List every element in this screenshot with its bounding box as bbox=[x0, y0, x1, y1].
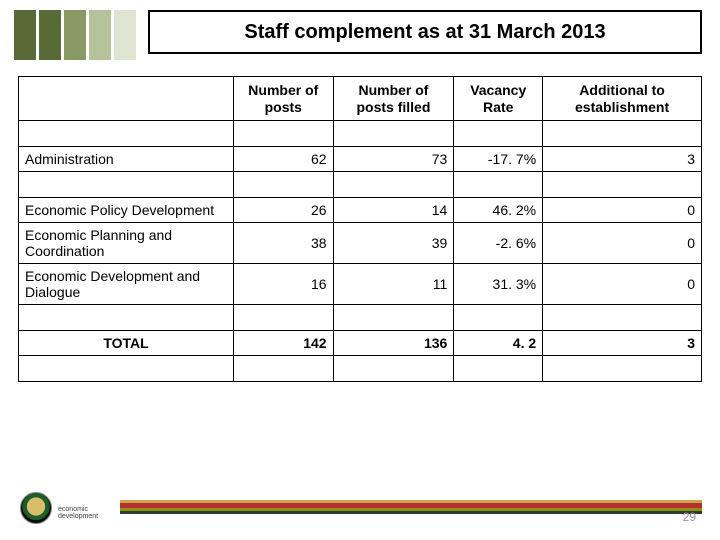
spacer-row bbox=[19, 356, 702, 382]
header-stripe bbox=[114, 10, 136, 60]
table-body: Administration 62 73 -17. 7% 3 Economic … bbox=[19, 121, 702, 382]
header-stripe bbox=[64, 10, 86, 60]
dept-line2: development bbox=[58, 513, 98, 520]
footer-color-band bbox=[120, 500, 702, 514]
footer: economic development 29 bbox=[0, 486, 720, 522]
cell-posts: 16 bbox=[234, 264, 334, 305]
header-stripe bbox=[39, 10, 61, 60]
cell-posts: 38 bbox=[234, 223, 334, 264]
total-label: TOTAL bbox=[19, 331, 234, 356]
header-stripe bbox=[89, 10, 111, 60]
title-bar: Staff complement as at 31 March 2013 bbox=[148, 10, 702, 54]
header-stripe bbox=[14, 10, 36, 60]
cell-filled: 14 bbox=[333, 198, 454, 223]
cell-additional: 0 bbox=[543, 264, 702, 305]
cell-additional: 0 bbox=[543, 223, 702, 264]
col-posts: Number of posts bbox=[234, 77, 334, 121]
table-row: Economic Development and Dialogue 16 11 … bbox=[19, 264, 702, 305]
col-filled: Number of posts filled bbox=[333, 77, 454, 121]
cell-additional: 3 bbox=[543, 147, 702, 172]
table-row: Administration 62 73 -17. 7% 3 bbox=[19, 147, 702, 172]
table-row: Economic Planning and Coordination 38 39… bbox=[19, 223, 702, 264]
cell-posts: 26 bbox=[234, 198, 334, 223]
cell-rate: 46. 2% bbox=[454, 198, 543, 223]
col-additional: Additional to establishment bbox=[543, 77, 702, 121]
page-title: Staff complement as at 31 March 2013 bbox=[244, 21, 605, 44]
cell-posts: 62 bbox=[234, 147, 334, 172]
page-number: 29 bbox=[683, 510, 696, 524]
spacer-row bbox=[19, 121, 702, 147]
total-row: TOTAL 142 136 4. 2 3 bbox=[19, 331, 702, 356]
total-filled: 136 bbox=[333, 331, 454, 356]
header-stripes bbox=[14, 10, 136, 60]
cell-rate: -17. 7% bbox=[454, 147, 543, 172]
table-row: Economic Policy Development 26 14 46. 2%… bbox=[19, 198, 702, 223]
department-label: economic development bbox=[58, 506, 98, 520]
coat-of-arms-icon bbox=[20, 492, 52, 524]
cell-filled: 73 bbox=[333, 147, 454, 172]
staff-table: Number of posts Number of posts filled V… bbox=[18, 76, 702, 382]
total-additional: 3 bbox=[543, 331, 702, 356]
total-rate: 4. 2 bbox=[454, 331, 543, 356]
row-label: Economic Planning and Coordination bbox=[19, 223, 234, 264]
cell-filled: 39 bbox=[333, 223, 454, 264]
spacer-row bbox=[19, 172, 702, 198]
row-label: Economic Development and Dialogue bbox=[19, 264, 234, 305]
cell-additional: 0 bbox=[543, 198, 702, 223]
table-head: Number of posts Number of posts filled V… bbox=[19, 77, 702, 121]
header: Staff complement as at 31 March 2013 bbox=[0, 0, 720, 70]
total-posts: 142 bbox=[234, 331, 334, 356]
cell-rate: -2. 6% bbox=[454, 223, 543, 264]
spacer-row bbox=[19, 305, 702, 331]
row-label: Economic Policy Development bbox=[19, 198, 234, 223]
cell-rate: 31. 3% bbox=[454, 264, 543, 305]
col-blank bbox=[19, 77, 234, 121]
dept-line1: economic bbox=[58, 506, 98, 513]
col-rate: Vacancy Rate bbox=[454, 77, 543, 121]
cell-filled: 11 bbox=[333, 264, 454, 305]
row-label: Administration bbox=[19, 147, 234, 172]
